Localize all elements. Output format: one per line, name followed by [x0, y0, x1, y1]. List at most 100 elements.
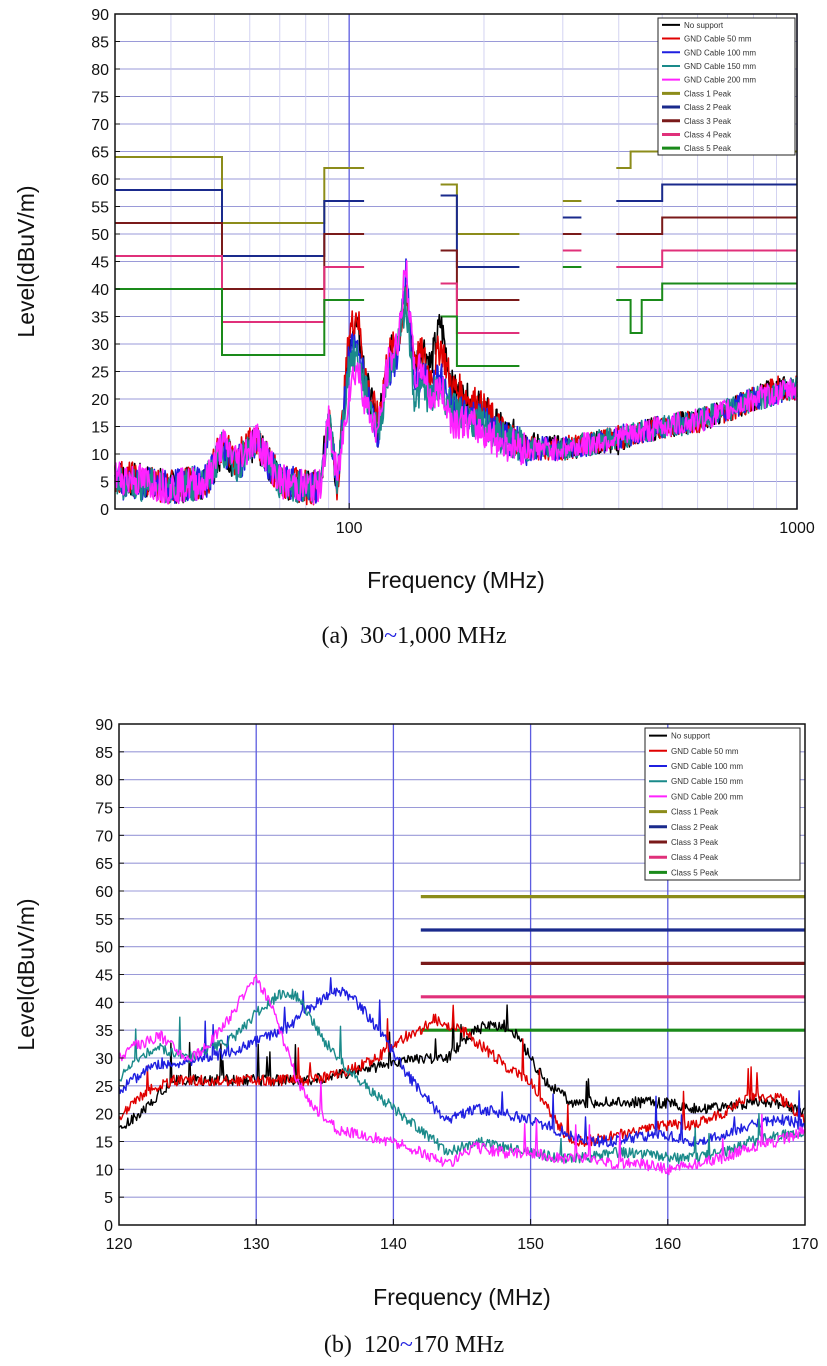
legend-label: Class 4 Peak [684, 130, 732, 139]
caption-prefix: (a) [322, 623, 361, 649]
chart-caption: (b) 120~170 MHz [324, 1332, 504, 1358]
caption-rest: 1,000 MHz [397, 623, 506, 649]
y-tick-label: 60 [95, 884, 113, 901]
y-tick-label: 10 [91, 447, 109, 464]
legend-label: Class 4 Peak [671, 853, 719, 862]
series-line-gnd-cable-200-mm [114, 260, 798, 505]
caption-prefix: (b) [324, 1332, 364, 1358]
y-tick-label: 60 [91, 172, 109, 189]
y-tick-label: 40 [91, 282, 109, 299]
chart-b: 0 5 10 15 20 25 30 35 40 45 50 55 60 65 70 75 80 85 90 120 1… [13, 717, 818, 1358]
x-tick-label: 130 [243, 1236, 270, 1253]
legend-label: GND Cable 50 mm [684, 35, 752, 44]
legend-label: Class 3 Peak [671, 838, 719, 847]
y-tick-label: 35 [91, 310, 109, 327]
y-tick-label: 90 [91, 7, 109, 24]
y-tick-label: 80 [91, 62, 109, 79]
y-tick-label: 90 [95, 717, 113, 734]
x-axis-title: Frequency (MHz) [367, 567, 545, 593]
limit-line-class-4-peak [616, 249, 797, 268]
limit-line-class-5-peak [115, 288, 365, 356]
legend-label: No support [671, 732, 711, 741]
legend-label: GND Cable 100 mm [684, 48, 756, 57]
legend-box [644, 727, 801, 881]
y-tick-label: 20 [95, 1107, 113, 1124]
caption-range: 120 [364, 1332, 400, 1358]
legend-label: Class 5 Peak [684, 144, 732, 153]
y-tick-label: 30 [91, 337, 109, 354]
limit-line-class-3-peak [616, 216, 797, 235]
limit-line-class-3-peak [440, 249, 520, 301]
limit-line-class-1-peak [115, 156, 365, 224]
legend-label: Class 5 Peak [671, 868, 719, 877]
y-tick-label: 10 [95, 1162, 113, 1179]
y-tick-label: 85 [91, 35, 109, 52]
x-tick-label: 170 [792, 1236, 819, 1253]
series-line-gnd-cable-100-mm [118, 977, 806, 1148]
y-tick-label: 80 [95, 773, 113, 790]
legend-label: No support [684, 21, 724, 30]
x-tick-label: 100 [336, 520, 363, 537]
legend-label: Class 3 Peak [684, 117, 732, 126]
caption-tilde: ~ [384, 623, 397, 649]
limit-line-class-3-peak [115, 222, 365, 290]
legend: No support GND Cable 50 mm GND Cable 100 m… [657, 17, 796, 156]
limit-line-class-5-peak [616, 282, 797, 334]
series-line-no-support [118, 1004, 806, 1129]
legend-label: GND Cable 50 mm [671, 747, 739, 756]
y-tick-label: 0 [100, 502, 109, 519]
chart-a: 0 5 10 15 20 25 30 35 40 45 50 55 60 65 70 75 80 85 90 100 1… [13, 7, 815, 649]
legend-label: GND Cable 150 mm [684, 62, 756, 71]
y-tick-label: 15 [95, 1135, 113, 1152]
y-tick-label: 65 [95, 856, 113, 873]
y-tick-label: 45 [95, 968, 113, 985]
y-tick-label: 30 [95, 1051, 113, 1068]
limit-line-class-4-peak [115, 255, 365, 323]
limit-line-class-5-peak [440, 315, 520, 367]
y-tick-label: 75 [95, 801, 113, 818]
y-tick-label: 5 [104, 1190, 113, 1207]
y-tick-label: 40 [95, 995, 113, 1012]
series-line-gnd-cable-200-mm [118, 974, 806, 1176]
y-tick-label: 50 [95, 940, 113, 957]
x-axis-title: Frequency (MHz) [373, 1284, 551, 1310]
x-tick-label: 120 [106, 1236, 133, 1253]
legend-label: GND Cable 100 mm [671, 762, 743, 771]
x-tick-label: 160 [654, 1236, 681, 1253]
y-axis-title: Level(dBuV/m) [13, 185, 39, 337]
caption-range: 30 [360, 623, 384, 649]
legend: No support GND Cable 50 mm GND Cable 100 m… [644, 727, 801, 881]
legend-label: GND Cable 150 mm [671, 777, 743, 786]
x-tick-label: 1000 [779, 520, 815, 537]
limit-line-class-4-peak [440, 282, 520, 334]
legend-label: Class 1 Peak [684, 89, 732, 98]
y-tick-label: 0 [104, 1218, 113, 1235]
limit-line-class-2-peak [440, 194, 520, 268]
y-tick-label: 25 [95, 1079, 113, 1096]
legend-box [657, 17, 796, 156]
caption-rest: 170 MHz [413, 1332, 504, 1358]
legend-label: GND Cable 200 mm [684, 76, 756, 85]
y-tick-label: 65 [91, 145, 109, 162]
legend-label: GND Cable 200 mm [671, 792, 743, 801]
chart-caption: (a) 30~1,000 MHz [322, 623, 507, 649]
y-tick-label: 5 [100, 475, 109, 492]
y-tick-label: 15 [91, 420, 109, 437]
series-line-gnd-cable-50-mm [118, 1004, 806, 1148]
series-line-gnd-cable-150-mm [118, 988, 806, 1165]
y-axis-title: Level(dBuV/m) [13, 898, 39, 1050]
y-tick-label: 35 [95, 1023, 113, 1040]
y-tick-label: 70 [95, 828, 113, 845]
y-tick-label: 55 [95, 912, 113, 929]
caption-tilde: ~ [400, 1332, 413, 1358]
legend-label: Class 2 Peak [684, 103, 732, 112]
limit-line-class-2-peak [616, 183, 797, 202]
legend-label: Class 2 Peak [671, 823, 719, 832]
limit-line-class-2-peak [115, 189, 365, 257]
y-tick-label: 85 [95, 745, 113, 762]
y-tick-label: 55 [91, 200, 109, 217]
y-tick-label: 45 [91, 255, 109, 272]
y-tick-label: 75 [91, 90, 109, 107]
x-tick-label: 150 [517, 1236, 544, 1253]
